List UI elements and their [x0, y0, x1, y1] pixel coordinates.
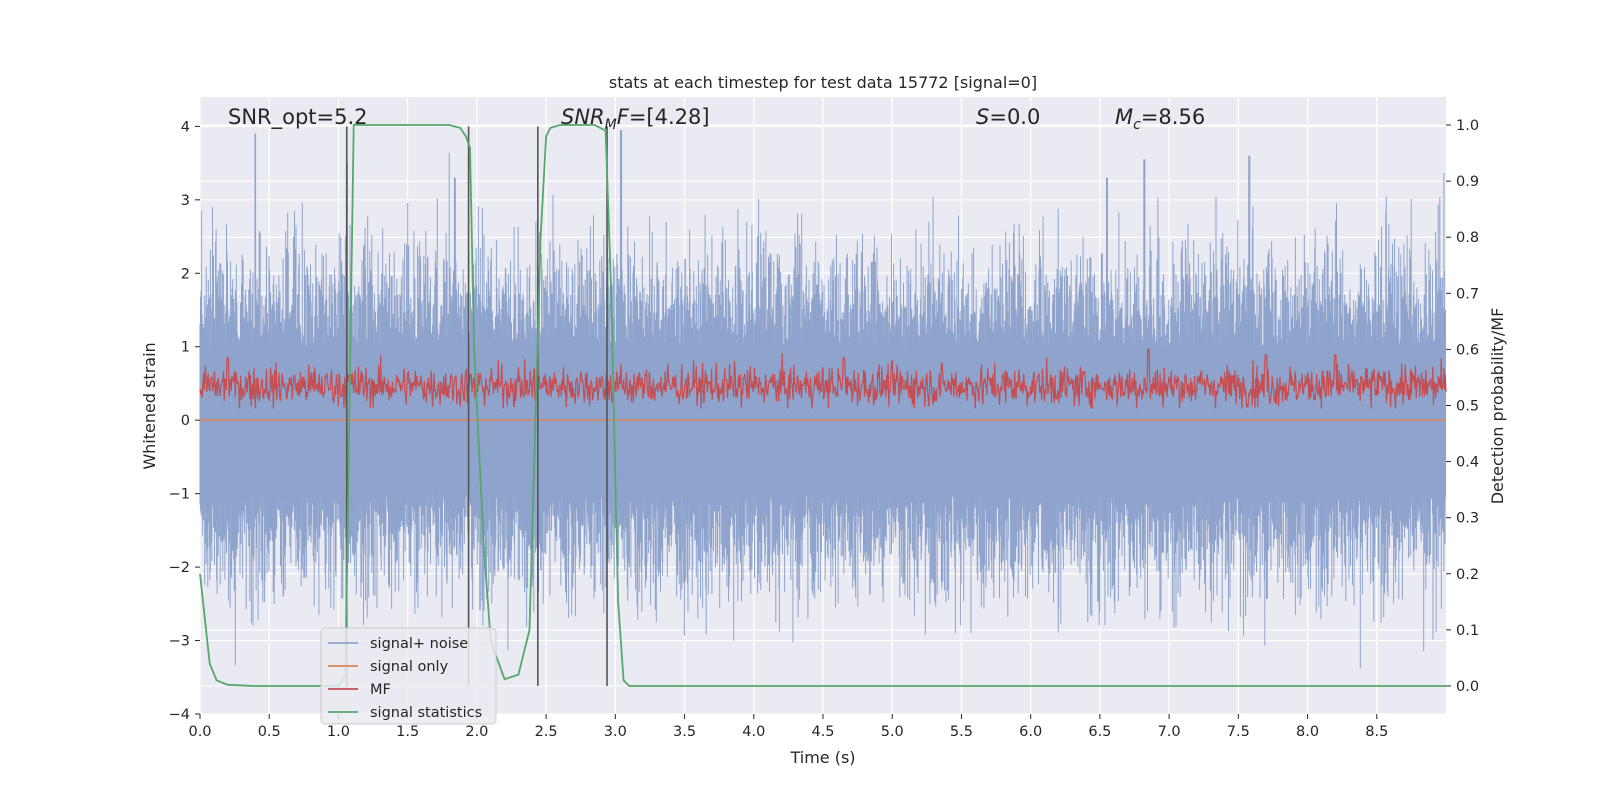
annotation-snr-opt: SNR_opt=5.2 [228, 105, 368, 130]
y-left-tick-label-2: −2 [169, 560, 190, 576]
y-left-tick-label-7: 3 [181, 193, 190, 209]
x-axis-label: Time (s) [789, 748, 855, 767]
x-axis-ticks: 0.0 0.5 1.0 1.5 2.0 2.5 3.0 3.5 4.0 4.5 5.0 5.5 6.0 6… [188, 714, 1388, 740]
annotation-s: S=0.0 [976, 105, 1040, 129]
y-right-tick-label-9: 0.9 [1456, 174, 1479, 190]
y-left-tick-label-3: −1 [169, 487, 190, 503]
y-left-tick-label-6: 2 [181, 266, 190, 282]
legend-label-1: signal only [370, 659, 449, 675]
x-tick-label-7: 3.5 [673, 724, 696, 740]
y-left-tick-label-1: −3 [169, 634, 190, 650]
x-tick-label-11: 5.5 [950, 724, 973, 740]
legend-label-2: MF [370, 682, 391, 698]
y-right-tick-label-4: 0.4 [1456, 455, 1479, 471]
annotation-mc-sub: c [1133, 117, 1141, 133]
y-left-tick-label-5: 1 [181, 340, 190, 356]
y-left-axis-ticks: −4 −3 −2 −1 0 1 2 3 4 [169, 119, 200, 723]
x-tick-label-2: 1.0 [327, 724, 350, 740]
y-left-axis-label: Whitened strain [140, 342, 159, 469]
legend: signal+ noise signal only MF signal statist… [320, 627, 497, 725]
x-tick-label-8: 4.0 [742, 724, 765, 740]
x-tick-label-13: 6.5 [1088, 724, 1111, 740]
annotation-s-var: S [976, 105, 989, 129]
x-tick-label-9: 4.5 [811, 724, 834, 740]
y-right-tick-label-0: 0.0 [1456, 679, 1479, 695]
y-right-tick-label-5: 0.5 [1456, 399, 1479, 415]
legend-box [320, 627, 497, 725]
x-tick-label-12: 6.0 [1019, 724, 1042, 740]
annotation-snr-mf-value: =[4.28] [629, 105, 710, 129]
y-left-tick-label-4: 0 [181, 413, 190, 429]
x-tick-label-3: 1.5 [396, 724, 419, 740]
chart-title: stats at each timestep for test data 157… [609, 73, 1037, 92]
y-right-tick-label-8: 0.8 [1456, 230, 1479, 246]
x-tick-label-17: 8.5 [1365, 724, 1388, 740]
x-tick-label-15: 7.5 [1227, 724, 1250, 740]
y-right-tick-label-6: 0.6 [1456, 342, 1479, 358]
annotation-mc-var: M [1115, 105, 1133, 129]
series-mf [199, 348, 1447, 409]
annotation-snr-mf-rest: F [617, 105, 630, 129]
y-right-tick-label-7: 0.7 [1456, 286, 1479, 302]
y-right-tick-label-2: 0.2 [1456, 567, 1479, 583]
annotation-mc-value: =8.56 [1141, 105, 1205, 129]
legend-label-0: signal+ noise [370, 636, 468, 652]
x-tick-label-5: 2.5 [535, 724, 558, 740]
x-tick-label-4: 2.0 [465, 724, 488, 740]
annotation-mc: Mc=8.56 [1115, 105, 1205, 133]
x-tick-label-1: 0.5 [258, 724, 281, 740]
y-right-axis-ticks: 0.0 0.1 0.2 0.3 0.4 0.5 0.6 0.7 0.8 0.9 1.0 [1446, 118, 1479, 695]
y-left-tick-label-8: 4 [181, 119, 190, 135]
annotation-s-value: =0.0 [989, 105, 1040, 129]
legend-label-3: signal statistics [370, 705, 482, 721]
x-tick-label-16: 8.0 [1296, 724, 1319, 740]
y-right-tick-label-1: 0.1 [1456, 623, 1479, 639]
x-tick-label-10: 5.0 [881, 724, 904, 740]
mf-line [199, 348, 1447, 409]
annotation-snr-mf-main: SNR [561, 105, 605, 129]
x-tick-label-14: 7.0 [1158, 724, 1181, 740]
annotation-snr-mf: SNRMF=[4.28] [561, 105, 710, 133]
y-right-axis-label: Detection probability/MF [1488, 308, 1507, 505]
x-tick-label-6: 3.0 [604, 724, 627, 740]
y-right-tick-label-3: 0.3 [1456, 511, 1479, 527]
y-right-tick-label-10: 1.0 [1456, 118, 1479, 134]
x-tick-label-0: 0.0 [188, 724, 211, 740]
annotation-snr-mf-sub: M [605, 117, 617, 133]
y-left-tick-label-0: −4 [169, 707, 190, 723]
